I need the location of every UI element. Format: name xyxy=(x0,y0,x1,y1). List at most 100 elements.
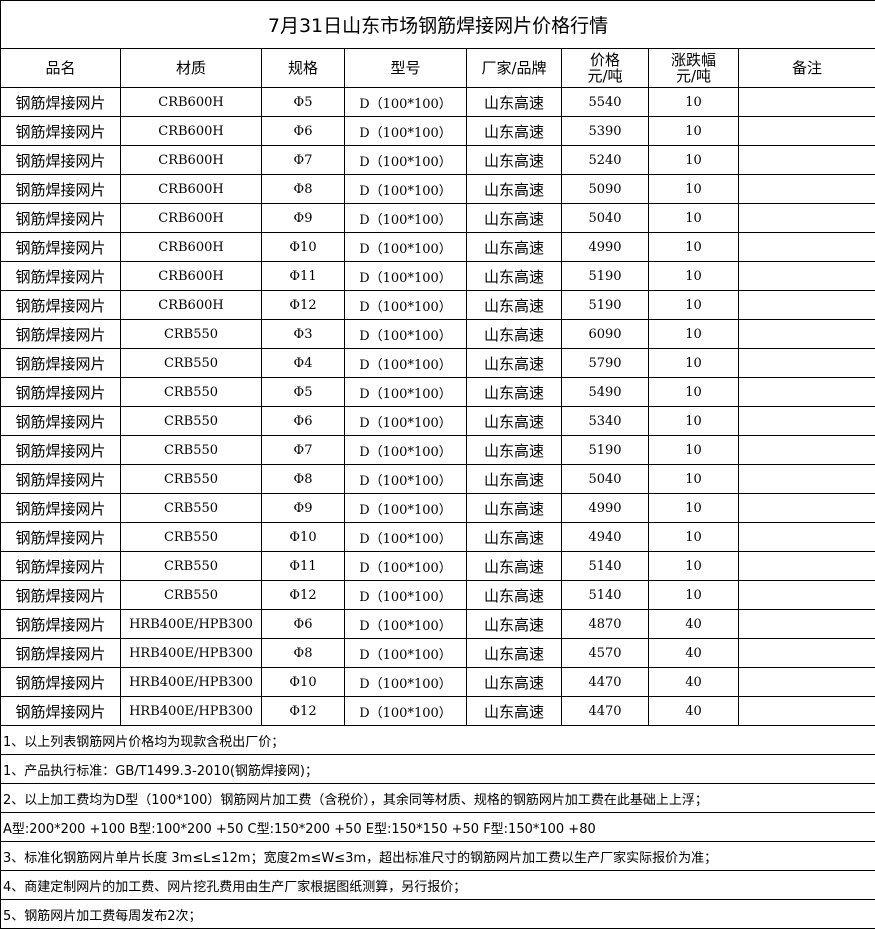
table-row: 钢筋焊接网片 CRB550 Φ9 D（100*100） 山东高速 4990 10 xyxy=(0,493,875,523)
header-change: 涨跌幅 元/吨 xyxy=(648,48,739,88)
header-price: 价格 元/吨 xyxy=(561,48,649,88)
cell-manufacturer: 山东高速 xyxy=(466,493,562,523)
cell-price: 5140 xyxy=(561,580,649,610)
table-row: 钢筋焊接网片 CRB550 Φ10 D（100*100） 山东高速 4940 10 xyxy=(0,522,875,552)
cell-change: 10 xyxy=(648,580,739,610)
cell-price: 5190 xyxy=(561,435,649,465)
cell-material: HRB400E/HPB300 xyxy=(120,696,262,726)
table-row: 钢筋焊接网片 HRB400E/HPB300 Φ6 D（100*100） 山东高速 4870… xyxy=(0,609,875,639)
cell-material: CRB600H xyxy=(120,145,262,175)
cell-change: 10 xyxy=(648,319,739,349)
cell-model: D（100*100） xyxy=(344,493,467,523)
cell-model: D（100*100） xyxy=(344,261,467,291)
cell-model: D（100*100） xyxy=(344,377,467,407)
cell-product-name: 钢筋焊接网片 xyxy=(0,551,121,581)
cell-product-name: 钢筋焊接网片 xyxy=(0,290,121,320)
header-row: 品名 材质 规格 型号 厂家/品牌 价格 元/吨 涨跌幅 元/吨 备注 xyxy=(0,48,875,88)
table-row: 钢筋焊接网片 HRB400E/HPB300 Φ10 D（100*100） 山东高速 447… xyxy=(0,667,875,697)
cell-remark xyxy=(737,406,875,436)
cell-material: CRB550 xyxy=(120,580,262,610)
cell-remark xyxy=(737,667,875,697)
note-text: 4、商建定制网片的加工费、网片挖孔费用由生产厂家根据图纸测算，另行报价； xyxy=(0,870,875,900)
cell-material: HRB400E/HPB300 xyxy=(120,638,262,668)
cell-change: 10 xyxy=(648,435,739,465)
cell-remark xyxy=(737,145,875,175)
cell-price: 5390 xyxy=(561,116,649,146)
cell-change: 10 xyxy=(648,493,739,523)
cell-model: D（100*100） xyxy=(344,609,467,639)
cell-model: D（100*100） xyxy=(344,290,467,320)
cell-spec: Φ6 xyxy=(261,406,345,436)
header-spec: 规格 xyxy=(261,48,345,88)
cell-product-name: 钢筋焊接网片 xyxy=(0,87,121,117)
cell-material: CRB550 xyxy=(120,348,262,378)
cell-change: 40 xyxy=(648,609,739,639)
cell-material: CRB550 xyxy=(120,551,262,581)
cell-manufacturer: 山东高速 xyxy=(466,696,562,726)
cell-price: 5490 xyxy=(561,377,649,407)
cell-change: 40 xyxy=(648,667,739,697)
note-row: 4、商建定制网片的加工费、网片挖孔费用由生产厂家根据图纸测算，另行报价； xyxy=(0,870,875,900)
cell-product-name: 钢筋焊接网片 xyxy=(0,464,121,494)
cell-spec: Φ8 xyxy=(261,464,345,494)
cell-spec: Φ12 xyxy=(261,580,345,610)
table-row: 钢筋焊接网片 CRB600H Φ6 D（100*100） 山东高速 5390 10 xyxy=(0,116,875,146)
cell-model: D（100*100） xyxy=(344,696,467,726)
cell-remark xyxy=(737,232,875,262)
cell-remark xyxy=(737,348,875,378)
cell-change: 10 xyxy=(648,232,739,262)
cell-spec: Φ5 xyxy=(261,377,345,407)
cell-manufacturer: 山东高速 xyxy=(466,348,562,378)
cell-model: D（100*100） xyxy=(344,580,467,610)
cell-model: D（100*100） xyxy=(344,464,467,494)
cell-remark xyxy=(737,638,875,668)
cell-spec: Φ4 xyxy=(261,348,345,378)
cell-material: CRB550 xyxy=(120,522,262,552)
cell-change: 10 xyxy=(648,551,739,581)
cell-material: CRB600H xyxy=(120,174,262,204)
table-row: 钢筋焊接网片 CRB600H Φ8 D（100*100） 山东高速 5090 10 xyxy=(0,174,875,204)
table-title: 7月31日山东市场钢筋焊接网片价格行情 xyxy=(0,0,875,49)
cell-manufacturer: 山东高速 xyxy=(466,261,562,291)
cell-model: D（100*100） xyxy=(344,522,467,552)
cell-model: D（100*100） xyxy=(344,232,467,262)
cell-product-name: 钢筋焊接网片 xyxy=(0,522,121,552)
cell-product-name: 钢筋焊接网片 xyxy=(0,174,121,204)
cell-model: D（100*100） xyxy=(344,203,467,233)
note-row: 2、以上加工费均为D型（100*100）钢筋网片加工费（含税价），其余同等材质、… xyxy=(0,783,875,813)
cell-manufacturer: 山东高速 xyxy=(466,87,562,117)
cell-product-name: 钢筋焊接网片 xyxy=(0,319,121,349)
cell-product-name: 钢筋焊接网片 xyxy=(0,493,121,523)
note-text: 1、以上列表钢筋网片价格均为现款含税出厂价； xyxy=(0,725,875,755)
cell-manufacturer: 山东高速 xyxy=(466,522,562,552)
note-row: 3、标准化钢筋网片单片长度 3m≤L≤12m；宽度2m≤W≤3m，超出标准尺寸的… xyxy=(0,841,875,871)
cell-spec: Φ3 xyxy=(261,319,345,349)
cell-manufacturer: 山东高速 xyxy=(466,435,562,465)
cell-price: 5040 xyxy=(561,203,649,233)
cell-product-name: 钢筋焊接网片 xyxy=(0,667,121,697)
cell-remark xyxy=(737,87,875,117)
cell-spec: Φ11 xyxy=(261,261,345,291)
cell-material: CRB600H xyxy=(120,87,262,117)
cell-spec: Φ7 xyxy=(261,145,345,175)
header-remark: 备注 xyxy=(737,48,875,88)
cell-spec: Φ8 xyxy=(261,174,345,204)
cell-price: 5190 xyxy=(561,290,649,320)
table-row: 钢筋焊接网片 CRB600H Φ7 D（100*100） 山东高速 5240 10 xyxy=(0,145,875,175)
cell-price: 5090 xyxy=(561,174,649,204)
cell-price: 5540 xyxy=(561,87,649,117)
cell-change: 10 xyxy=(648,406,739,436)
cell-spec: Φ10 xyxy=(261,232,345,262)
table-row: 钢筋焊接网片 CRB550 Φ5 D（100*100） 山东高速 5490 10 xyxy=(0,377,875,407)
note-row: 1、产品执行标准：GB/T1499.3-2010(钢筋焊接网)； xyxy=(0,754,875,784)
table-row: 钢筋焊接网片 HRB400E/HPB300 Φ8 D（100*100） 山东高速 4570… xyxy=(0,638,875,668)
header-manufacturer: 厂家/品牌 xyxy=(466,48,562,88)
table-row: 钢筋焊接网片 CRB600H Φ12 D（100*100） 山东高速 5190 10 xyxy=(0,290,875,320)
cell-material: CRB550 xyxy=(120,464,262,494)
cell-product-name: 钢筋焊接网片 xyxy=(0,348,121,378)
cell-spec: Φ12 xyxy=(261,696,345,726)
cell-remark xyxy=(737,522,875,552)
note-text: 5、钢筋网片加工费每周发布2次； xyxy=(0,899,875,929)
cell-material: HRB400E/HPB300 xyxy=(120,667,262,697)
